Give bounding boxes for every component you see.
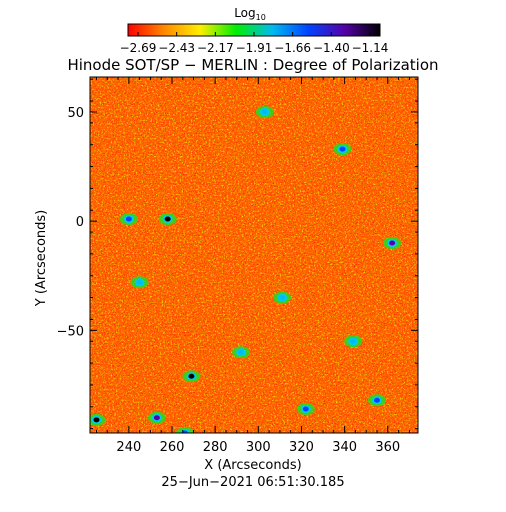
feature-core <box>238 349 245 355</box>
colorbar-tick-label: −2.43 <box>158 41 195 55</box>
feature-core <box>339 146 346 152</box>
feature-core <box>188 373 195 379</box>
feature-core <box>389 240 396 246</box>
x-tick-label: 260 <box>160 440 185 455</box>
feature-core <box>136 279 143 285</box>
x-tick-label: 320 <box>289 440 314 455</box>
colorbar-tick-label: −1.14 <box>352 41 389 55</box>
feature-core <box>302 406 309 412</box>
feature-core <box>374 397 380 403</box>
feature-core <box>153 415 160 421</box>
heatmap-features <box>90 105 402 433</box>
colorbar-ticks <box>137 32 371 36</box>
y-axis-label: Y (Arcseconds) <box>34 210 49 307</box>
x-axis-ticks <box>95 77 410 433</box>
x-tick-label: 300 <box>246 440 271 455</box>
feature-core <box>350 338 357 344</box>
colorbar-tick-label: −2.69 <box>120 41 157 55</box>
colorbar-tick-label: −1.91 <box>236 41 273 55</box>
x-tick-label: 240 <box>116 440 141 455</box>
heatmap-texture-green <box>90 77 418 433</box>
y-tick-label: 50 <box>67 106 84 121</box>
colorbar-tick-labels: −2.69 −2.43 −2.17 −1.91 −1.66 −1.40 −1.14 <box>120 41 389 55</box>
chart-title: Hinode SOT/SP − MERLIN : Degree of Polar… <box>67 56 438 74</box>
y-axis-ticks <box>90 78 418 430</box>
feature-core <box>181 430 188 433</box>
colorbar-label: Log10 <box>234 6 266 22</box>
colorbar-tick-label: −1.66 <box>274 41 311 55</box>
x-tick-label: 340 <box>332 440 357 455</box>
feature-core <box>125 216 132 222</box>
colorbar-tick-label: −1.40 <box>313 41 350 55</box>
feature-core <box>164 216 171 222</box>
y-tick-label: −50 <box>57 324 84 339</box>
feature-core <box>93 417 100 423</box>
y-tick-label: 0 <box>76 215 84 230</box>
x-axis-label: X (Arcseconds) <box>204 458 301 473</box>
x-tick-label: 280 <box>203 440 228 455</box>
observation-date: 25−Jun−2021 06:51:30.185 <box>161 475 344 490</box>
x-tick-label: 360 <box>375 440 400 455</box>
feature-core <box>261 109 268 115</box>
heatmap-plot-area <box>90 77 418 433</box>
colorbar-tick-label: −2.17 <box>197 41 234 55</box>
x-axis-tick-labels: 240 260 280 300 320 340 360 <box>116 440 400 455</box>
y-axis-tick-labels: 50 0 −50 <box>57 106 84 339</box>
feature-core <box>279 295 286 301</box>
plot-frame <box>89 76 419 434</box>
